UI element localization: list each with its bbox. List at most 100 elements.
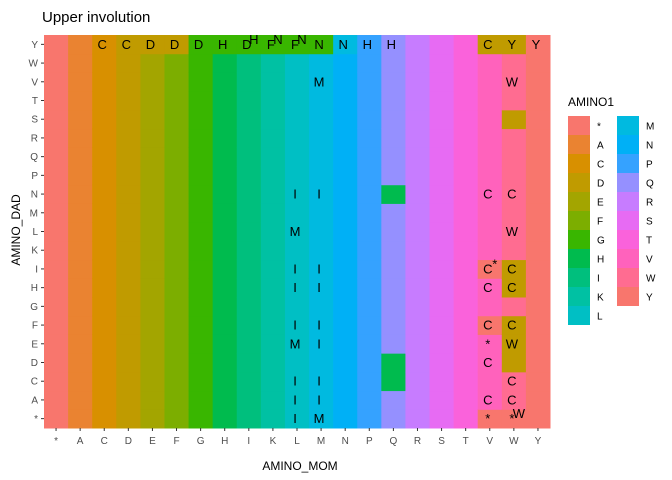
heatmap-cell: [164, 147, 190, 167]
cell-label: C: [483, 392, 492, 407]
cell-label: C: [483, 261, 492, 276]
heatmap-cell: [236, 259, 262, 279]
heatmap-cell: [525, 259, 551, 279]
heatmap-cell: [284, 278, 310, 298]
heatmap-cell: [68, 203, 93, 223]
heatmap-cell: [453, 259, 479, 279]
heatmap-cell: [525, 128, 551, 148]
heatmap-cell: [44, 390, 69, 410]
legend-label: H: [597, 255, 604, 266]
heatmap-cell: [68, 297, 93, 317]
heatmap-cell: [525, 166, 551, 186]
heatmap-cell: [164, 240, 190, 261]
heatmap-cell: [212, 240, 238, 261]
heatmap-cell: [164, 53, 190, 73]
heatmap-cell: [453, 409, 479, 429]
cell-label: C: [483, 187, 492, 202]
heatmap-cell: [260, 353, 286, 373]
heatmap-cell: [236, 109, 262, 130]
heatmap-cell: [68, 53, 93, 73]
heatmap-cell: [68, 166, 93, 186]
heatmap-cell: [164, 315, 190, 335]
heatmap-cell: [453, 353, 479, 373]
heatmap-cell: [333, 278, 358, 298]
heatmap-cell: [236, 353, 262, 373]
cell-label: *: [485, 336, 490, 351]
heatmap-cell: [212, 371, 238, 392]
chart-title: Upper involution: [42, 9, 150, 26]
heatmap-cell: [116, 297, 141, 317]
heatmap-cell: [453, 184, 479, 204]
legend-key: [568, 287, 590, 306]
heatmap-cell: [212, 203, 238, 223]
heatmap-cell: [381, 147, 406, 167]
heatmap-cell: [453, 35, 479, 55]
cell-label: C: [507, 280, 516, 295]
heatmap-cell: [525, 53, 551, 73]
heatmap-cell: [405, 315, 431, 335]
heatmap-cell: [44, 72, 69, 92]
heatmap-cell: [236, 184, 262, 204]
heatmap-cell: [212, 259, 238, 279]
heatmap-cell: [164, 222, 190, 242]
legend-label: L: [597, 312, 603, 323]
cell-label: M: [290, 336, 301, 351]
heatmap-cell: [140, 259, 165, 279]
heatmap-cell: [236, 166, 262, 186]
heatmap-cell: [260, 91, 286, 111]
heatmap-cell: [164, 371, 190, 392]
heatmap-cell: [309, 35, 334, 55]
heatmap-cell: [309, 109, 334, 130]
heatmap-cell: [260, 35, 286, 55]
heatmap-cell: [381, 409, 406, 429]
cell-label: I: [317, 392, 321, 407]
heatmap-cell: [140, 240, 165, 261]
heatmap-cell: [525, 390, 551, 410]
heatmap-cell: [236, 128, 262, 148]
heatmap-cell: [501, 240, 527, 261]
heatmap-cell: [357, 353, 382, 373]
cell-label: F: [291, 37, 299, 52]
x-tick-label: *: [54, 436, 58, 447]
heatmap-cell: [405, 53, 431, 73]
heatmap-cell: [477, 35, 503, 55]
heatmap-cell: [284, 390, 310, 410]
heatmap-cell: [116, 53, 141, 73]
heatmap-cell: [68, 240, 93, 261]
heatmap-cell: [333, 371, 358, 392]
heatmap-cell: [405, 147, 431, 167]
heatmap-cell: [357, 53, 382, 73]
heatmap-cell: [405, 353, 431, 373]
heatmap-cell: [284, 53, 310, 73]
y-tick-label: M: [30, 208, 38, 219]
heatmap-cell: [333, 91, 358, 111]
heatmap-cell: [309, 240, 334, 261]
heatmap-cell: [116, 390, 141, 410]
heatmap-cell: [236, 409, 262, 429]
heatmap-cell: [333, 35, 358, 55]
heatmap-cell: [405, 203, 431, 223]
heatmap-cell: [284, 147, 310, 167]
heatmap-cell: [140, 147, 165, 167]
cell-label: C: [507, 187, 516, 202]
legend-label: P: [646, 160, 653, 171]
cell-label: I: [293, 318, 297, 333]
heatmap-cell: [140, 315, 165, 335]
heatmap-cell: [164, 166, 190, 186]
heatmap-cell: [357, 278, 382, 298]
heatmap-cell: [501, 35, 527, 55]
heatmap-cell: [405, 409, 431, 429]
cell-label: N: [314, 37, 323, 52]
heatmap-cell: [453, 72, 479, 92]
heatmap-cell: [116, 259, 141, 279]
heatmap-cell: [164, 184, 190, 204]
heatmap-cell: [381, 203, 406, 223]
x-axis-title: AMINO_MOM: [262, 459, 337, 473]
legend-key: [568, 306, 590, 325]
cell-label: *: [492, 256, 497, 271]
heatmap-cell: [357, 128, 382, 148]
heatmap-cell: [357, 166, 382, 186]
cell-label: I: [293, 280, 297, 295]
heatmap-cell: [453, 278, 479, 298]
